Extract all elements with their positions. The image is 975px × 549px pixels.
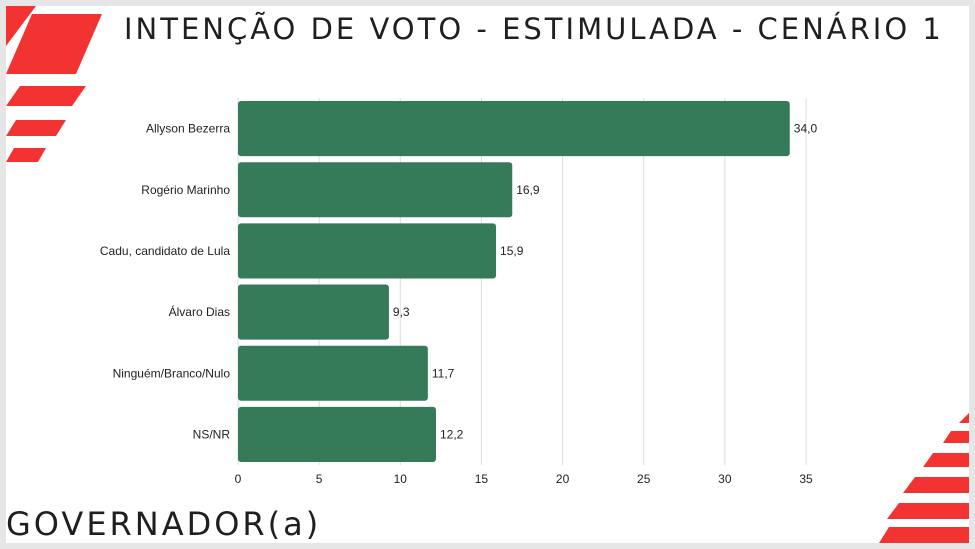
bar xyxy=(238,223,497,279)
slide: INTENÇÃO DE VOTO - ESTIMULADA - CENÁRIO … xyxy=(6,6,969,543)
x-tick-label: 5 xyxy=(316,472,323,486)
category-label: Rogério Marinho xyxy=(141,183,230,197)
bar xyxy=(238,345,428,401)
x-tick-label: 20 xyxy=(556,472,570,486)
category-label: Allyson Bezerra xyxy=(146,122,230,136)
data-label: 16,9 xyxy=(516,183,540,197)
x-tick-label: 10 xyxy=(394,472,408,486)
category-label: Cadu, candidato de Lula xyxy=(100,244,230,258)
stripes-decoration-top-left xyxy=(6,6,102,162)
data-label: 15,9 xyxy=(500,244,524,258)
x-tick-label: 15 xyxy=(475,472,489,486)
category-label: Álvaro Dias xyxy=(169,304,230,319)
category-label: NS/NR xyxy=(193,427,231,441)
bar-chart: 0 5 10 15 20 25 30 35 Allyson Bezerra 34,0 Rogério… xyxy=(100,98,818,486)
x-tick-label: 25 xyxy=(637,472,651,486)
x-tick-label: 0 xyxy=(235,472,242,486)
data-label: 12,2 xyxy=(440,427,464,441)
bar xyxy=(238,162,513,218)
data-label: 11,7 xyxy=(432,366,455,380)
x-tick-label: 35 xyxy=(799,472,813,486)
stripes-decoration-bottom-right xyxy=(879,413,969,543)
data-label: 9,3 xyxy=(393,305,410,319)
bar xyxy=(238,284,389,340)
bar xyxy=(238,406,436,462)
footer-label: GOVERNADOR(a) xyxy=(6,505,322,543)
chart-title: INTENÇÃO DE VOTO - ESTIMULADA - CENÁRIO … xyxy=(124,12,944,46)
data-label: 34,0 xyxy=(794,122,818,136)
category-label: Ninguém/Branco/Nulo xyxy=(113,366,231,380)
bar xyxy=(238,101,790,157)
x-tick-label: 30 xyxy=(718,472,732,486)
